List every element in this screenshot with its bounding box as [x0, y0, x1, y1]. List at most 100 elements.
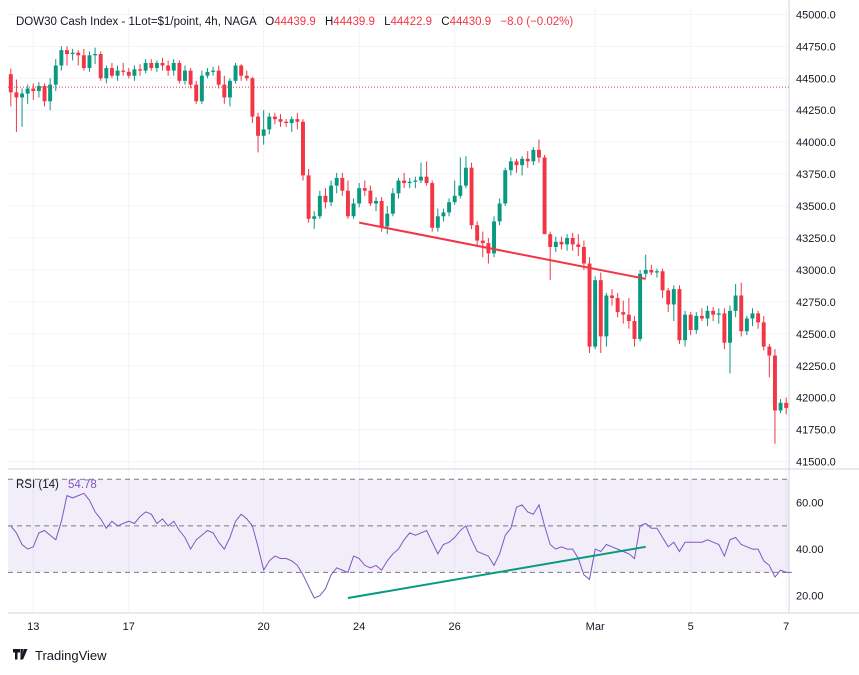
candle-body [104, 68, 109, 79]
low-value: 44422.9 [390, 16, 433, 28]
price-tick-label: 42000.0 [796, 393, 836, 405]
candle-body [514, 161, 519, 166]
candle-body [492, 221, 496, 254]
candle-body [81, 55, 86, 69]
candle-body [750, 313, 755, 319]
candle-body [756, 313, 761, 323]
candle-body [53, 65, 58, 85]
candle-body [671, 289, 676, 305]
candle-body [396, 180, 401, 194]
candle-body [722, 313, 727, 343]
price-tick-label: 43500.0 [796, 201, 836, 213]
candle-body [508, 161, 513, 171]
time-axis[interactable]: 1317202426Mar5711 [27, 621, 859, 633]
candle-body [272, 116, 277, 120]
candle-body [194, 84, 199, 102]
candle-body [278, 119, 283, 122]
rsi-trendline[interactable] [347, 545, 646, 600]
candle-body [537, 149, 541, 158]
candle-body [70, 52, 75, 54]
candle-body [531, 149, 536, 162]
rsi-tick-label: 60.00 [796, 498, 824, 510]
candle-body [705, 310, 710, 319]
candle-body [739, 295, 744, 332]
time-tick-label: 20 [258, 621, 270, 633]
candle-body [340, 177, 345, 191]
candle-body [744, 318, 749, 332]
candle-body [20, 93, 25, 98]
candle-body [171, 62, 176, 71]
candle-body [711, 310, 716, 315]
candle-body [699, 315, 704, 319]
candle-body [59, 50, 64, 66]
candle-body [121, 70, 126, 72]
candle-body [767, 346, 772, 356]
candle-body [621, 312, 626, 315]
high-value: 44439.9 [333, 16, 375, 28]
price-tick-label: 44500.0 [796, 73, 836, 85]
candle-body [329, 185, 334, 203]
candle-body [626, 314, 631, 322]
brand-name: TradingView [35, 648, 107, 663]
candle-body [435, 216, 440, 228]
candle-body [649, 269, 654, 273]
candle-body [615, 298, 620, 313]
price-axis[interactable]: 41500.0 41750.0 42000.0 42250.0 42500.0 42750… [796, 9, 836, 468]
rsi-axis[interactable]: 20.00 40.00 60.00 [796, 498, 824, 603]
candle-body [149, 62, 154, 69]
price-tick-label: 44750.0 [796, 41, 836, 53]
candle-body [323, 195, 328, 203]
candle-body [413, 180, 418, 182]
candle-body [565, 238, 570, 245]
candle-body [93, 54, 98, 56]
candle-body [772, 355, 777, 411]
candle-body [256, 116, 260, 136]
tradingview-brand[interactable]: TradingView [12, 648, 107, 663]
candle-body [441, 212, 446, 217]
candle-body [407, 181, 412, 184]
price-trendline[interactable] [358, 221, 646, 280]
candle-body [222, 84, 227, 98]
candle-body [199, 75, 204, 102]
open-label: O [265, 16, 275, 28]
candle-body [587, 263, 592, 347]
candle-body [716, 313, 721, 315]
candle-body [475, 225, 480, 241]
candle-body [576, 244, 581, 247]
price-tick-label: 42250.0 [796, 361, 836, 373]
candle-body [345, 190, 350, 217]
candle-body [160, 62, 165, 66]
candle-body [503, 170, 508, 204]
symbol-title[interactable]: DOW30 Cash Index - 1Lot=$1/point, 4h, NA… [16, 16, 257, 28]
high-label: H [324, 16, 334, 28]
rsi-tick-label: 40.00 [796, 544, 824, 556]
candle-body [497, 203, 502, 222]
time-tick-label: 13 [27, 621, 39, 633]
candle-body [98, 54, 103, 79]
candle-body [295, 119, 300, 122]
candlestick-series [8, 46, 789, 444]
candle-body [694, 315, 699, 330]
candle-body [447, 202, 452, 213]
candle-body [239, 65, 244, 76]
candle-body [430, 183, 435, 228]
candle-body [244, 75, 249, 79]
rsi-value: 54.78 [68, 479, 97, 491]
candle-body [211, 70, 216, 72]
candle-body [351, 203, 356, 217]
candle-body [14, 92, 19, 98]
candle-body [317, 195, 322, 217]
rsi-legend: RSI (14) 54.78 [16, 479, 97, 491]
time-tick-label: 5 [688, 621, 694, 633]
time-tick-label: 7 [783, 621, 789, 633]
candle-body [390, 193, 395, 214]
candle-body [570, 238, 575, 245]
candle-body [233, 65, 238, 81]
candle-body [289, 119, 294, 123]
candle-body [8, 74, 13, 93]
candle-body [525, 158, 530, 162]
candle-body [728, 310, 732, 343]
tradingview-logo-icon [13, 648, 28, 659]
rsi-label[interactable]: RSI (14) [16, 479, 59, 491]
